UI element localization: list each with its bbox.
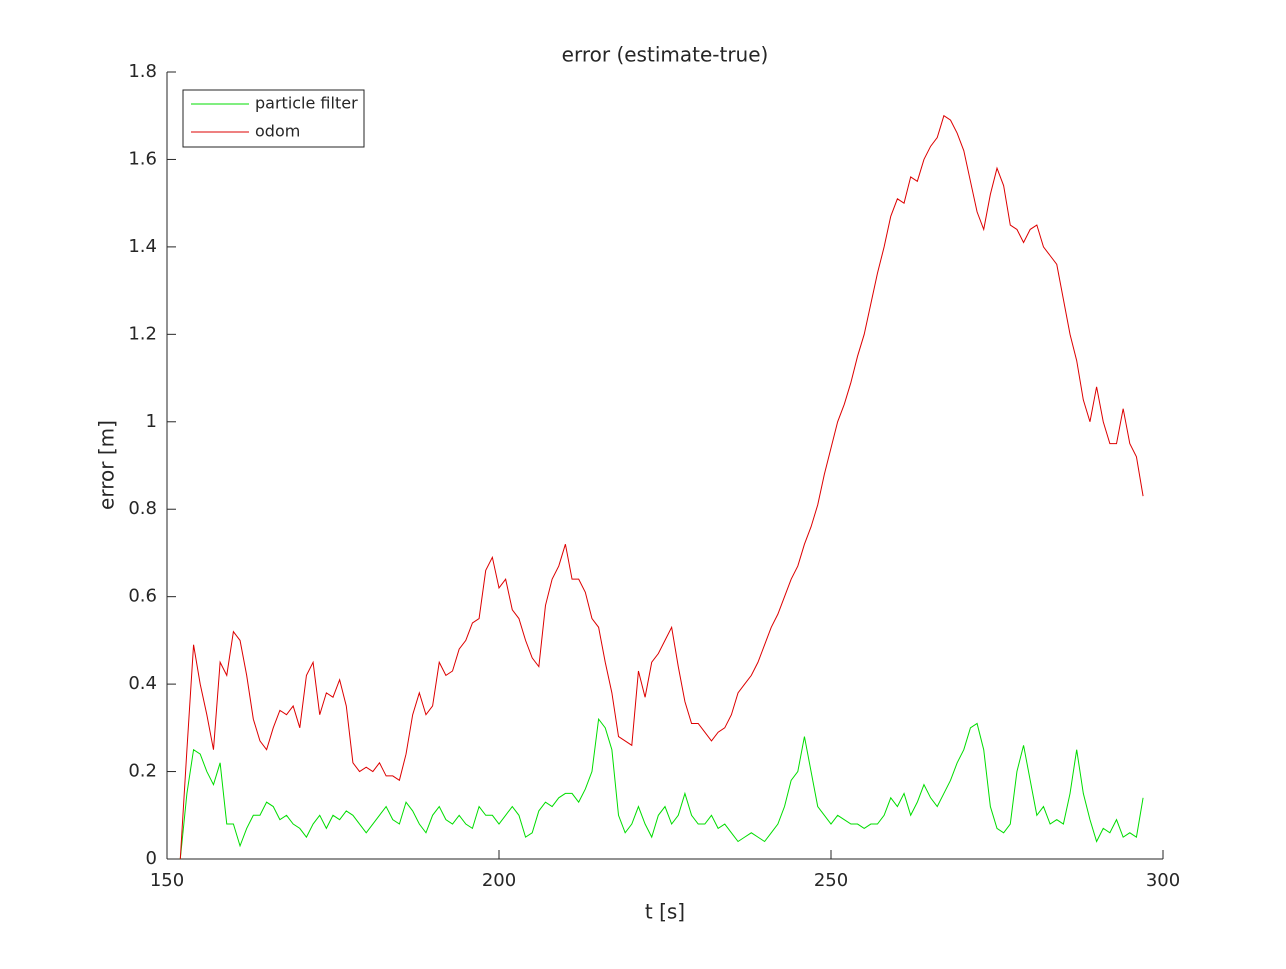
y-tick-label: 0.4	[128, 673, 157, 694]
y-tick-label: 0.6	[128, 586, 157, 607]
series-line	[179, 114, 1144, 860]
y-tick-label: 0	[146, 848, 157, 869]
legend-box	[182, 89, 365, 148]
y-axis-label: error [m]	[95, 420, 119, 510]
x-tick-label: 250	[814, 870, 848, 891]
x-tick-label: 300	[1146, 870, 1180, 891]
x-tick-label: 150	[150, 870, 184, 891]
legend-label: odom	[255, 122, 300, 141]
y-tick-label: 1	[146, 411, 157, 432]
chart-title: error (estimate-true)	[562, 43, 769, 67]
y-tick-label: 1.6	[128, 148, 157, 169]
y-tick-label: 1.2	[128, 323, 157, 344]
y-tick-label: 0.8	[128, 498, 157, 519]
x-tick-label: 200	[482, 870, 516, 891]
series-line	[179, 717, 1144, 860]
legend-label: particle filter	[255, 94, 358, 113]
y-tick-label: 1.8	[128, 61, 157, 82]
x-axis-label: t [s]	[645, 900, 685, 924]
y-tick-label: 1.4	[128, 236, 157, 257]
y-tick-label: 0.2	[128, 761, 157, 782]
